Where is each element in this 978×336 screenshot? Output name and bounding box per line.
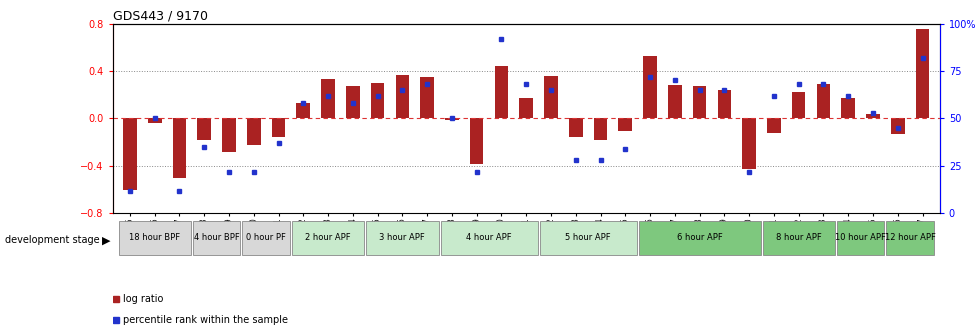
Text: 18 hour BPF: 18 hour BPF [129, 233, 180, 242]
Bar [345, 86, 359, 119]
Text: 8 hour APF: 8 hour APF [775, 233, 821, 242]
Text: GDS443 / 9170: GDS443 / 9170 [112, 9, 207, 23]
Bar [593, 119, 606, 140]
Text: 3 hour APF: 3 hour APF [379, 233, 424, 242]
FancyBboxPatch shape [193, 221, 241, 255]
FancyBboxPatch shape [291, 221, 364, 255]
Bar [198, 119, 211, 140]
Bar [519, 98, 532, 119]
Bar [469, 119, 483, 164]
Text: 0 hour PF: 0 hour PF [245, 233, 286, 242]
FancyBboxPatch shape [836, 221, 883, 255]
Bar [816, 84, 829, 119]
Bar [544, 76, 557, 119]
Text: 4 hour APF: 4 hour APF [466, 233, 511, 242]
Bar [494, 66, 508, 119]
Bar [172, 119, 186, 178]
Bar [395, 75, 409, 119]
Text: 10 hour APF: 10 hour APF [834, 233, 885, 242]
Bar [272, 119, 285, 137]
Bar [791, 92, 805, 119]
FancyBboxPatch shape [118, 221, 191, 255]
Bar [866, 114, 879, 119]
Bar [246, 119, 260, 144]
Bar [123, 119, 137, 190]
Text: ▶: ▶ [102, 235, 111, 245]
Bar [148, 119, 161, 123]
Bar [420, 77, 433, 119]
FancyBboxPatch shape [638, 221, 760, 255]
Text: 5 hour APF: 5 hour APF [564, 233, 610, 242]
Text: development stage: development stage [5, 235, 100, 245]
Bar [643, 55, 656, 119]
Bar [914, 30, 928, 119]
Text: 4 hour BPF: 4 hour BPF [194, 233, 240, 242]
Bar [296, 103, 310, 119]
Text: percentile rank within the sample: percentile rank within the sample [123, 315, 288, 325]
FancyBboxPatch shape [243, 221, 289, 255]
Bar [321, 79, 334, 119]
FancyBboxPatch shape [366, 221, 438, 255]
Bar [667, 85, 681, 119]
FancyBboxPatch shape [440, 221, 537, 255]
Text: 12 hour APF: 12 hour APF [884, 233, 935, 242]
Bar [568, 119, 582, 137]
Bar [890, 119, 904, 134]
FancyBboxPatch shape [885, 221, 933, 255]
Bar [741, 119, 755, 169]
Bar [618, 119, 632, 131]
Bar [767, 119, 779, 133]
Bar [222, 119, 236, 152]
Bar [717, 90, 731, 119]
Bar [840, 98, 854, 119]
FancyBboxPatch shape [539, 221, 636, 255]
FancyBboxPatch shape [762, 221, 834, 255]
Bar [692, 86, 706, 119]
Text: 2 hour APF: 2 hour APF [305, 233, 350, 242]
Bar [445, 119, 459, 120]
Text: log ratio: log ratio [123, 294, 163, 304]
Text: 6 hour APF: 6 hour APF [676, 233, 722, 242]
Bar [371, 83, 384, 119]
